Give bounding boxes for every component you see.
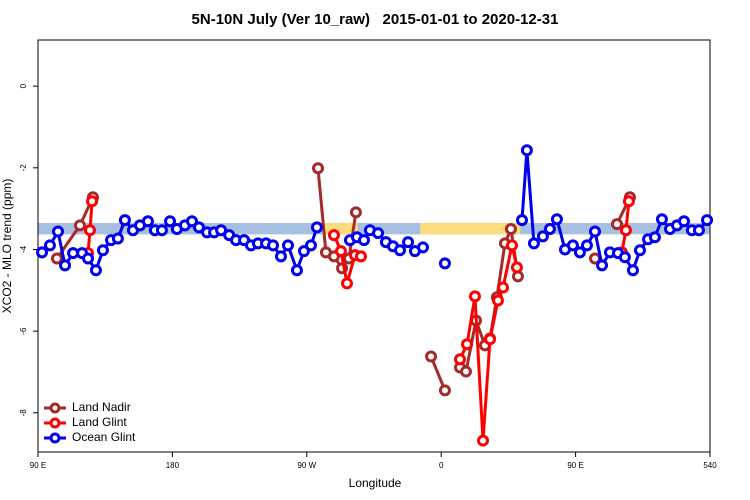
point <box>372 227 385 240</box>
point <box>393 244 406 257</box>
point <box>340 277 353 290</box>
point <box>497 281 510 294</box>
legend-label: Ocean Glint <box>72 430 136 444</box>
point <box>304 239 317 252</box>
point <box>52 225 65 238</box>
legend-label: Land Glint <box>72 415 127 429</box>
point <box>550 213 563 226</box>
point <box>357 234 370 247</box>
x-tick-label: 180 <box>166 461 180 470</box>
point <box>73 219 86 232</box>
point <box>505 239 518 252</box>
y-tick-label: 0 <box>19 83 28 88</box>
point <box>86 195 99 208</box>
point <box>477 434 490 447</box>
point <box>59 259 72 272</box>
point <box>312 162 324 175</box>
point <box>141 215 154 228</box>
point <box>185 215 198 228</box>
legend-label: Land Nadir <box>72 400 131 414</box>
point <box>580 239 593 252</box>
y-tick-label: -6 <box>19 327 28 335</box>
y-tick-label: -2 <box>19 164 28 172</box>
point <box>504 223 517 236</box>
land-band <box>324 222 358 235</box>
point <box>619 224 632 237</box>
point <box>573 246 586 259</box>
legend-marker <box>49 417 61 429</box>
point <box>50 252 63 265</box>
point <box>334 245 347 258</box>
land-band <box>420 222 521 235</box>
point <box>118 214 131 227</box>
point <box>281 239 294 252</box>
legend-marker <box>49 432 61 444</box>
point <box>192 221 205 234</box>
point <box>520 144 533 157</box>
point <box>536 230 549 243</box>
point <box>459 365 472 378</box>
point <box>83 224 96 237</box>
point <box>491 294 504 307</box>
point <box>589 225 602 238</box>
point <box>596 259 609 272</box>
plot-frame <box>37 39 711 453</box>
point <box>678 215 691 228</box>
point <box>164 215 177 228</box>
point <box>274 250 287 263</box>
x-axis-label: Longitude <box>349 476 402 490</box>
point <box>527 237 540 250</box>
point <box>96 244 109 257</box>
y-tick-label: -4 <box>19 245 28 253</box>
x-tick-label: 90 E <box>30 461 46 470</box>
point <box>111 232 124 245</box>
point <box>327 229 340 242</box>
point <box>648 231 661 244</box>
y-tick-label: -8 <box>19 409 28 417</box>
x-tick-label: 540 <box>703 461 717 470</box>
point <box>633 244 646 257</box>
point <box>626 264 639 277</box>
point <box>349 206 362 219</box>
point <box>43 239 56 252</box>
point <box>89 264 102 277</box>
point <box>425 350 438 363</box>
point <box>701 214 714 227</box>
point <box>355 250 368 263</box>
y-axis-label: XCO2 - MLO trend (ppm) <box>0 179 14 314</box>
legend-marker <box>49 402 61 414</box>
point <box>468 290 481 303</box>
point <box>610 218 623 231</box>
point <box>543 223 556 236</box>
point <box>82 252 95 265</box>
point <box>155 224 168 237</box>
point <box>618 251 631 264</box>
chart-title: 5N-10N July (Ver 10_raw) 2015-01-01 to 2… <box>192 11 559 28</box>
point <box>438 257 451 270</box>
point <box>566 239 579 252</box>
point <box>622 195 635 208</box>
point <box>267 239 280 252</box>
point <box>692 224 705 237</box>
point <box>290 264 303 277</box>
point <box>454 353 467 366</box>
point <box>215 224 228 237</box>
point <box>438 384 451 397</box>
point <box>510 261 523 274</box>
point <box>402 236 415 249</box>
point <box>655 213 668 226</box>
x-tick-label: 0 <box>439 461 444 470</box>
x-tick-label: 90 W <box>297 461 316 470</box>
point <box>484 333 497 346</box>
point <box>461 338 474 351</box>
point <box>310 221 323 234</box>
point <box>416 241 429 254</box>
point <box>515 214 528 227</box>
x-tick-label: 90 E <box>567 461 583 470</box>
point <box>36 246 49 259</box>
